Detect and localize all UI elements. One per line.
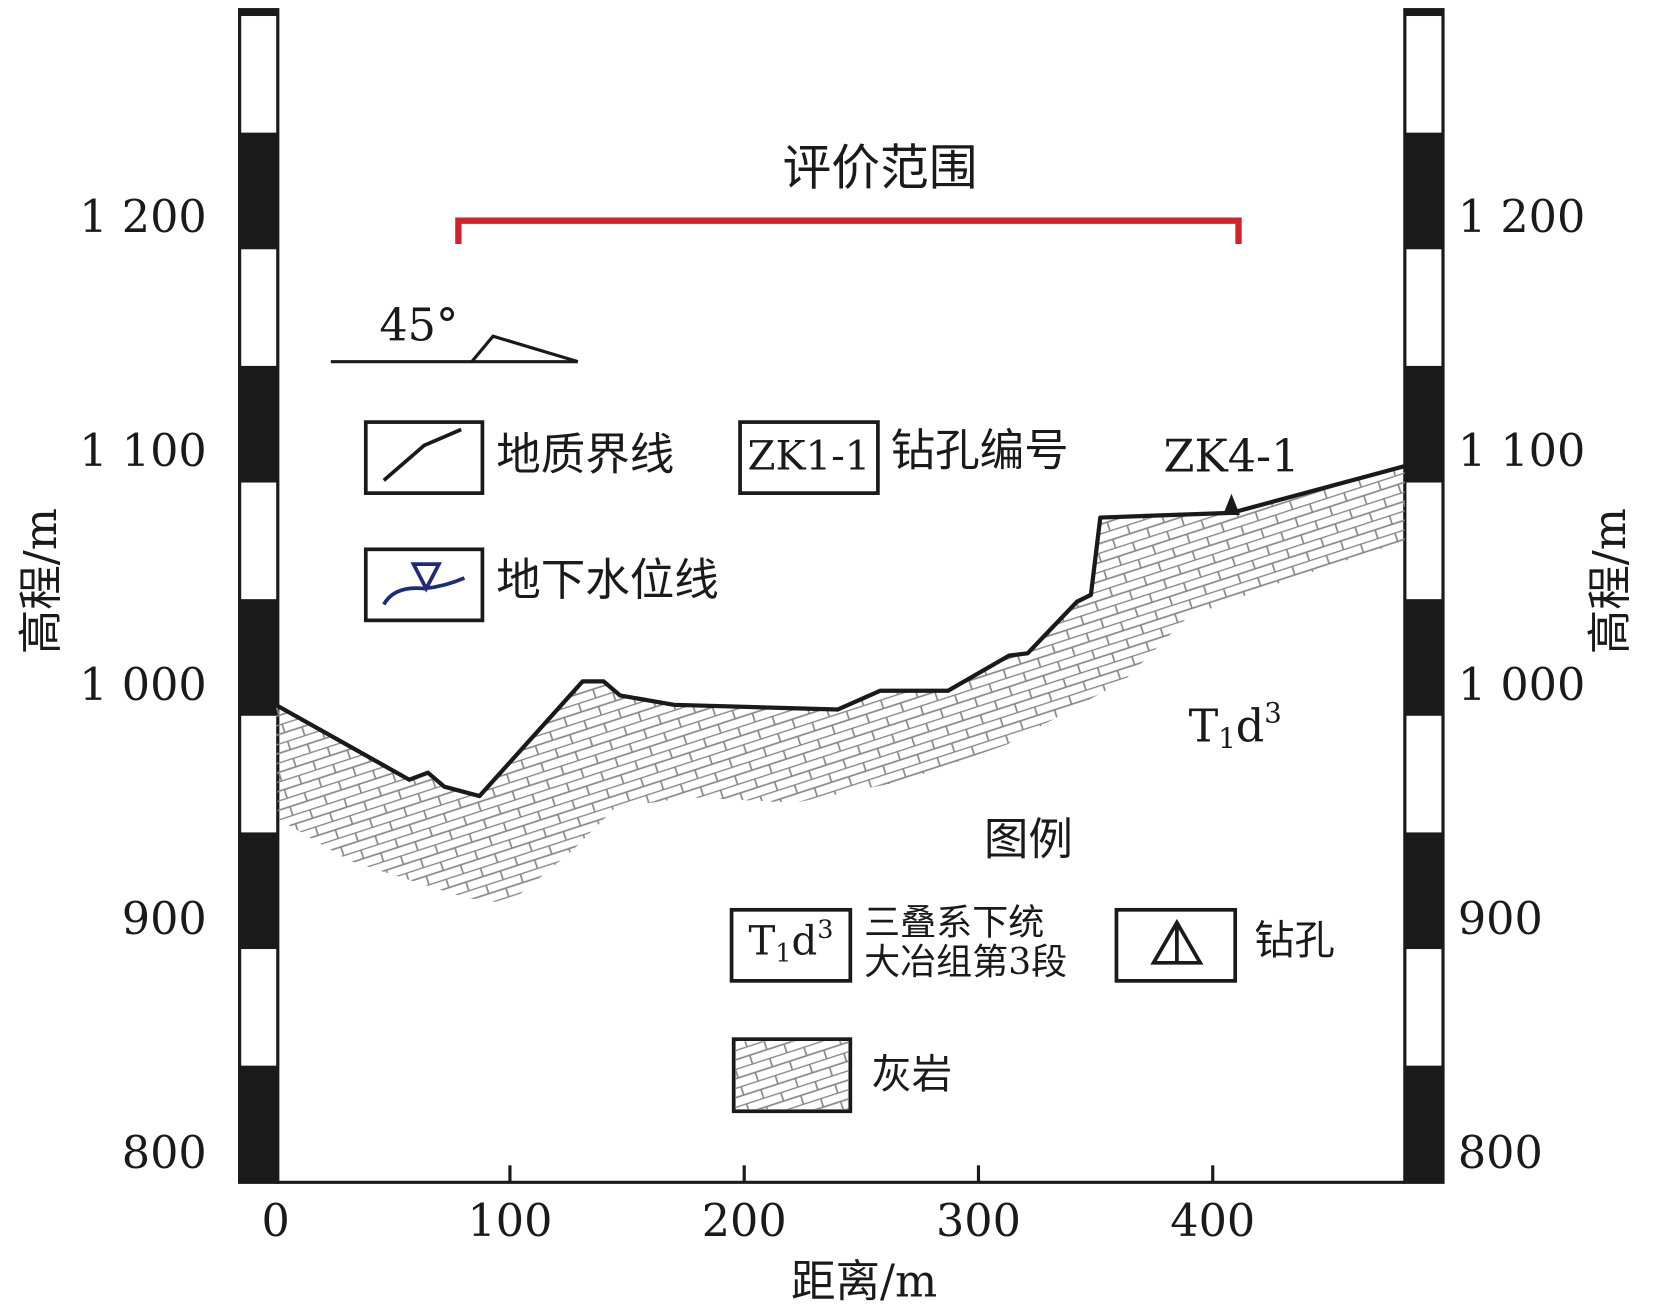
scale-block <box>239 365 278 483</box>
sub: 1 <box>1218 723 1236 755</box>
sup: 3 <box>817 914 833 944</box>
boundary-symbol <box>382 427 462 482</box>
sub: 1 <box>775 937 791 967</box>
t: T <box>748 918 775 964</box>
y-tick-label: 1 000 <box>79 659 206 711</box>
limestone <box>275 466 1405 904</box>
x-tick-label: 100 <box>467 1195 552 1247</box>
dip-symbol <box>470 334 579 364</box>
y-axis-label: 高程/m <box>15 508 67 654</box>
dip-label: 45° <box>379 299 458 351</box>
limestone-symbol <box>735 1041 849 1110</box>
legend-text: ZK1-1 <box>748 434 871 480</box>
borehole-marker <box>1222 493 1240 516</box>
y-tick-label: 900 <box>122 893 207 945</box>
scale-block <box>239 832 278 950</box>
scale-block <box>1404 9 1444 17</box>
legend-box <box>363 420 485 495</box>
sup: 3 <box>1264 697 1282 729</box>
legend-box <box>738 420 880 495</box>
title: 评价范围 <box>782 139 977 196</box>
legend-text: 钻孔 <box>1254 918 1335 964</box>
scale-block <box>1404 132 1444 250</box>
x-tick-label: 400 <box>1170 1195 1255 1247</box>
y-tick-label: 1 100 <box>79 425 206 477</box>
borehole-symbol <box>1150 918 1204 965</box>
formation-label: T1d3 <box>1189 697 1282 754</box>
legend-title: 图例 <box>984 814 1073 866</box>
d: d <box>1236 700 1265 752</box>
y2-tick-label: 1 000 <box>1458 659 1585 711</box>
plot: 0 100 200 300 400 800 900 1 000 1 100 1 200 800 900… <box>79 8 1585 1247</box>
y2-tick-label: 1 200 <box>1458 191 1585 243</box>
borehole-label: ZK4-1 <box>1164 430 1300 482</box>
legend-text: 钻孔编号 <box>891 424 1069 476</box>
legend-text: 大冶组第3段 <box>864 942 1067 983</box>
scale-block <box>239 599 278 716</box>
scale-block <box>1404 1065 1444 1183</box>
d: d <box>791 918 817 964</box>
x-tick-label: 300 <box>936 1195 1021 1247</box>
y2-tick-label: 800 <box>1458 1127 1543 1179</box>
scale-block <box>1404 832 1444 950</box>
x-tick-label: 0 <box>262 1195 290 1247</box>
ground-surface <box>274 464 1406 799</box>
range-bracket <box>455 217 1242 244</box>
y2-tick-label: 1 100 <box>1458 425 1585 477</box>
y2-axis-label: 高程/m <box>1584 508 1636 654</box>
scale-block <box>239 9 278 17</box>
scale-block <box>1404 599 1444 716</box>
y-tick-label: 1 200 <box>79 191 206 243</box>
legend-text: 三叠系下统 <box>864 903 1044 944</box>
x-tick-label: 200 <box>702 1195 787 1247</box>
y-tick-label: 800 <box>122 1127 207 1179</box>
legend-text: 地质界线 <box>496 429 674 481</box>
legend-text: 地下水位线 <box>496 554 719 606</box>
legend-box <box>729 907 853 983</box>
y2-tick-label: 900 <box>1458 893 1543 945</box>
scale-block <box>239 132 278 250</box>
formation-box: T1d3 <box>748 914 833 967</box>
scale-block <box>239 1065 278 1183</box>
x-axis-label: 距离/m <box>791 1256 937 1308</box>
legend-text: 灰岩 <box>872 1052 953 1098</box>
water-symbol <box>382 562 466 606</box>
scale-block <box>1404 365 1444 483</box>
t: T <box>1189 700 1219 752</box>
